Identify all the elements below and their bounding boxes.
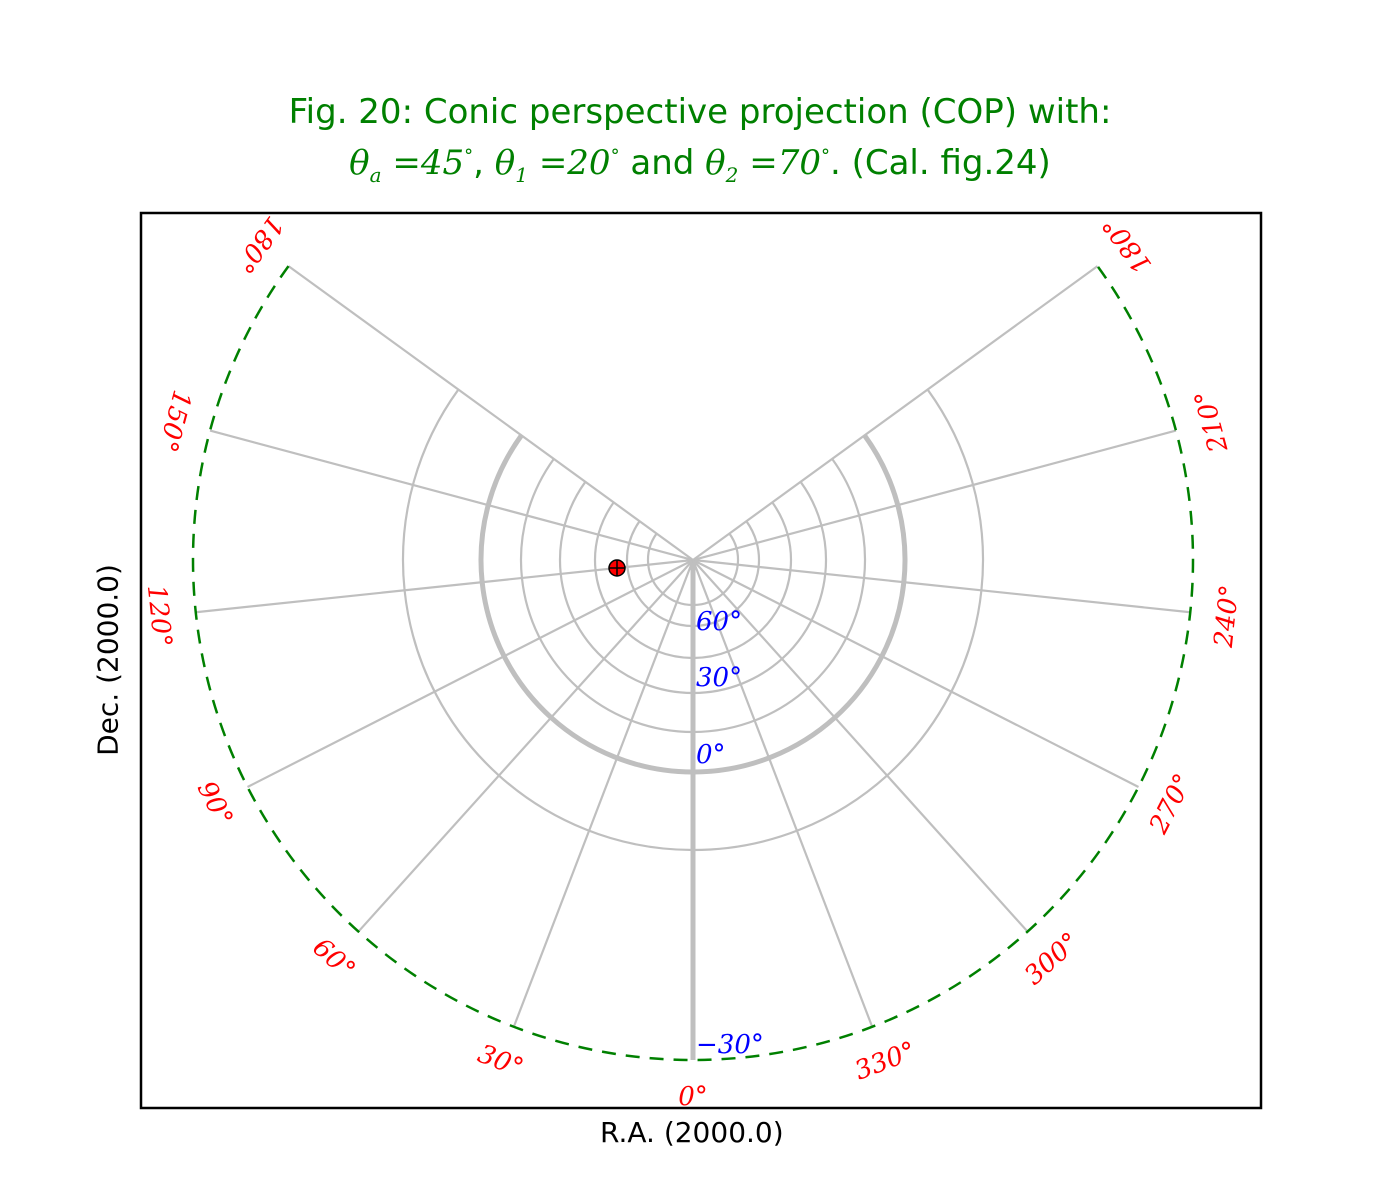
theta-1-symbol: θ1 =20° bbox=[494, 143, 620, 187]
theta-2-symbol: θ2 =70° bbox=[705, 143, 830, 187]
figure-title-line1: Fig. 20: Conic perspective projection (C… bbox=[288, 92, 1112, 132]
ra-label: 330° bbox=[851, 1036, 920, 1086]
ra-label: 0° bbox=[678, 1082, 708, 1112]
ra-label: 270° bbox=[1143, 769, 1199, 839]
ra-label: 300° bbox=[1019, 927, 1086, 991]
ra-label: 120° bbox=[141, 583, 177, 648]
meridian-line bbox=[246, 559, 694, 788]
reference-point-marker bbox=[608, 559, 626, 577]
graticule bbox=[191, 265, 1195, 1062]
ra-label: 90° bbox=[191, 776, 239, 831]
ra-label: 150° bbox=[152, 387, 197, 455]
figure-title-line2: θa =45°, θ1 =20° and θ2 =70°. (Cal. fig.… bbox=[349, 143, 1051, 187]
ra-label: 240° bbox=[1209, 583, 1245, 649]
meridian-line bbox=[692, 265, 1099, 561]
dec-label: −30° bbox=[696, 1030, 764, 1060]
x-axis-label: R.A. (2000.0) bbox=[600, 1116, 784, 1149]
meridian-line bbox=[512, 559, 695, 1028]
ra-label: 180° bbox=[1097, 210, 1158, 278]
ra-label: 210° bbox=[1189, 387, 1234, 456]
ra-label: 180° bbox=[228, 210, 289, 278]
meridian-line bbox=[692, 559, 1140, 788]
meridian-line bbox=[209, 429, 694, 562]
theta-a-symbol: θa =45° bbox=[349, 143, 474, 187]
axes-frame bbox=[139, 211, 1263, 1110]
dec-label: 30° bbox=[696, 663, 742, 693]
meridian-line bbox=[692, 558, 1191, 614]
meridian-line bbox=[287, 265, 694, 561]
meridian-line bbox=[691, 559, 874, 1028]
dec-label: 60° bbox=[696, 607, 742, 637]
dec-label: 0° bbox=[696, 740, 726, 770]
ra-label: 30° bbox=[474, 1039, 528, 1084]
ra-label: 60° bbox=[307, 933, 361, 986]
meridian-line bbox=[357, 559, 694, 933]
meridian-line bbox=[692, 429, 1177, 562]
meridian-line bbox=[692, 559, 1029, 933]
